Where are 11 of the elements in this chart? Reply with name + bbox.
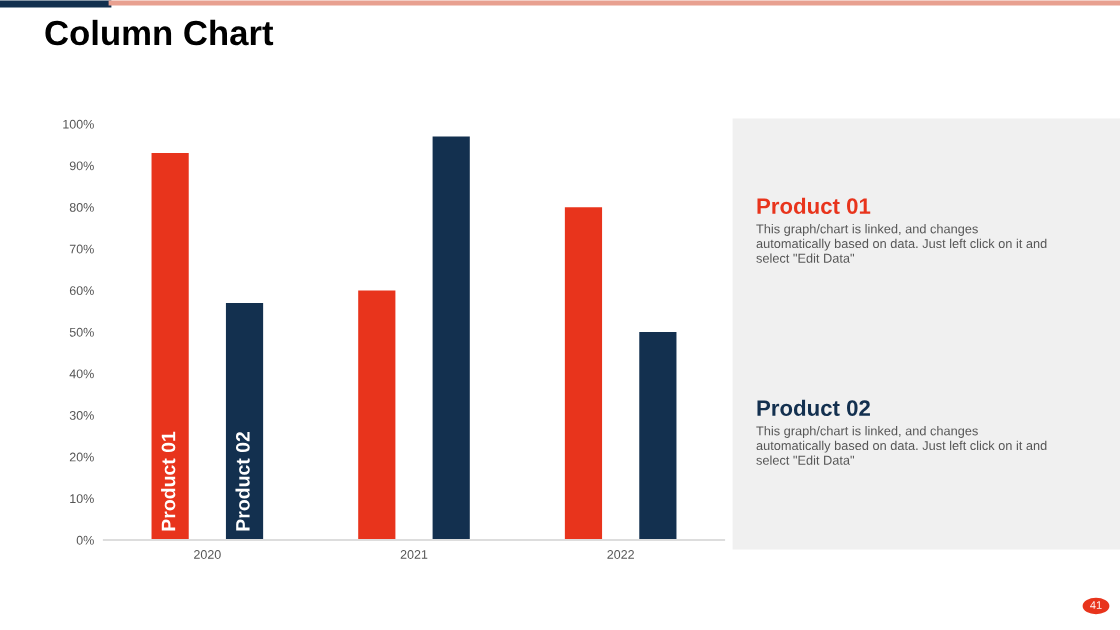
series-label: Product 02	[235, 431, 250, 531]
text: Product 01	[757, 197, 871, 214]
text: Product 02	[757, 399, 870, 416]
bar	[639, 332, 677, 540]
chart-title: Column Chart	[45, 19, 274, 46]
bar	[432, 136, 470, 540]
bar	[358, 290, 396, 540]
bar	[151, 153, 189, 540]
series-label: Product 01	[161, 431, 176, 531]
bar	[564, 207, 603, 540]
bar	[225, 302, 264, 540]
